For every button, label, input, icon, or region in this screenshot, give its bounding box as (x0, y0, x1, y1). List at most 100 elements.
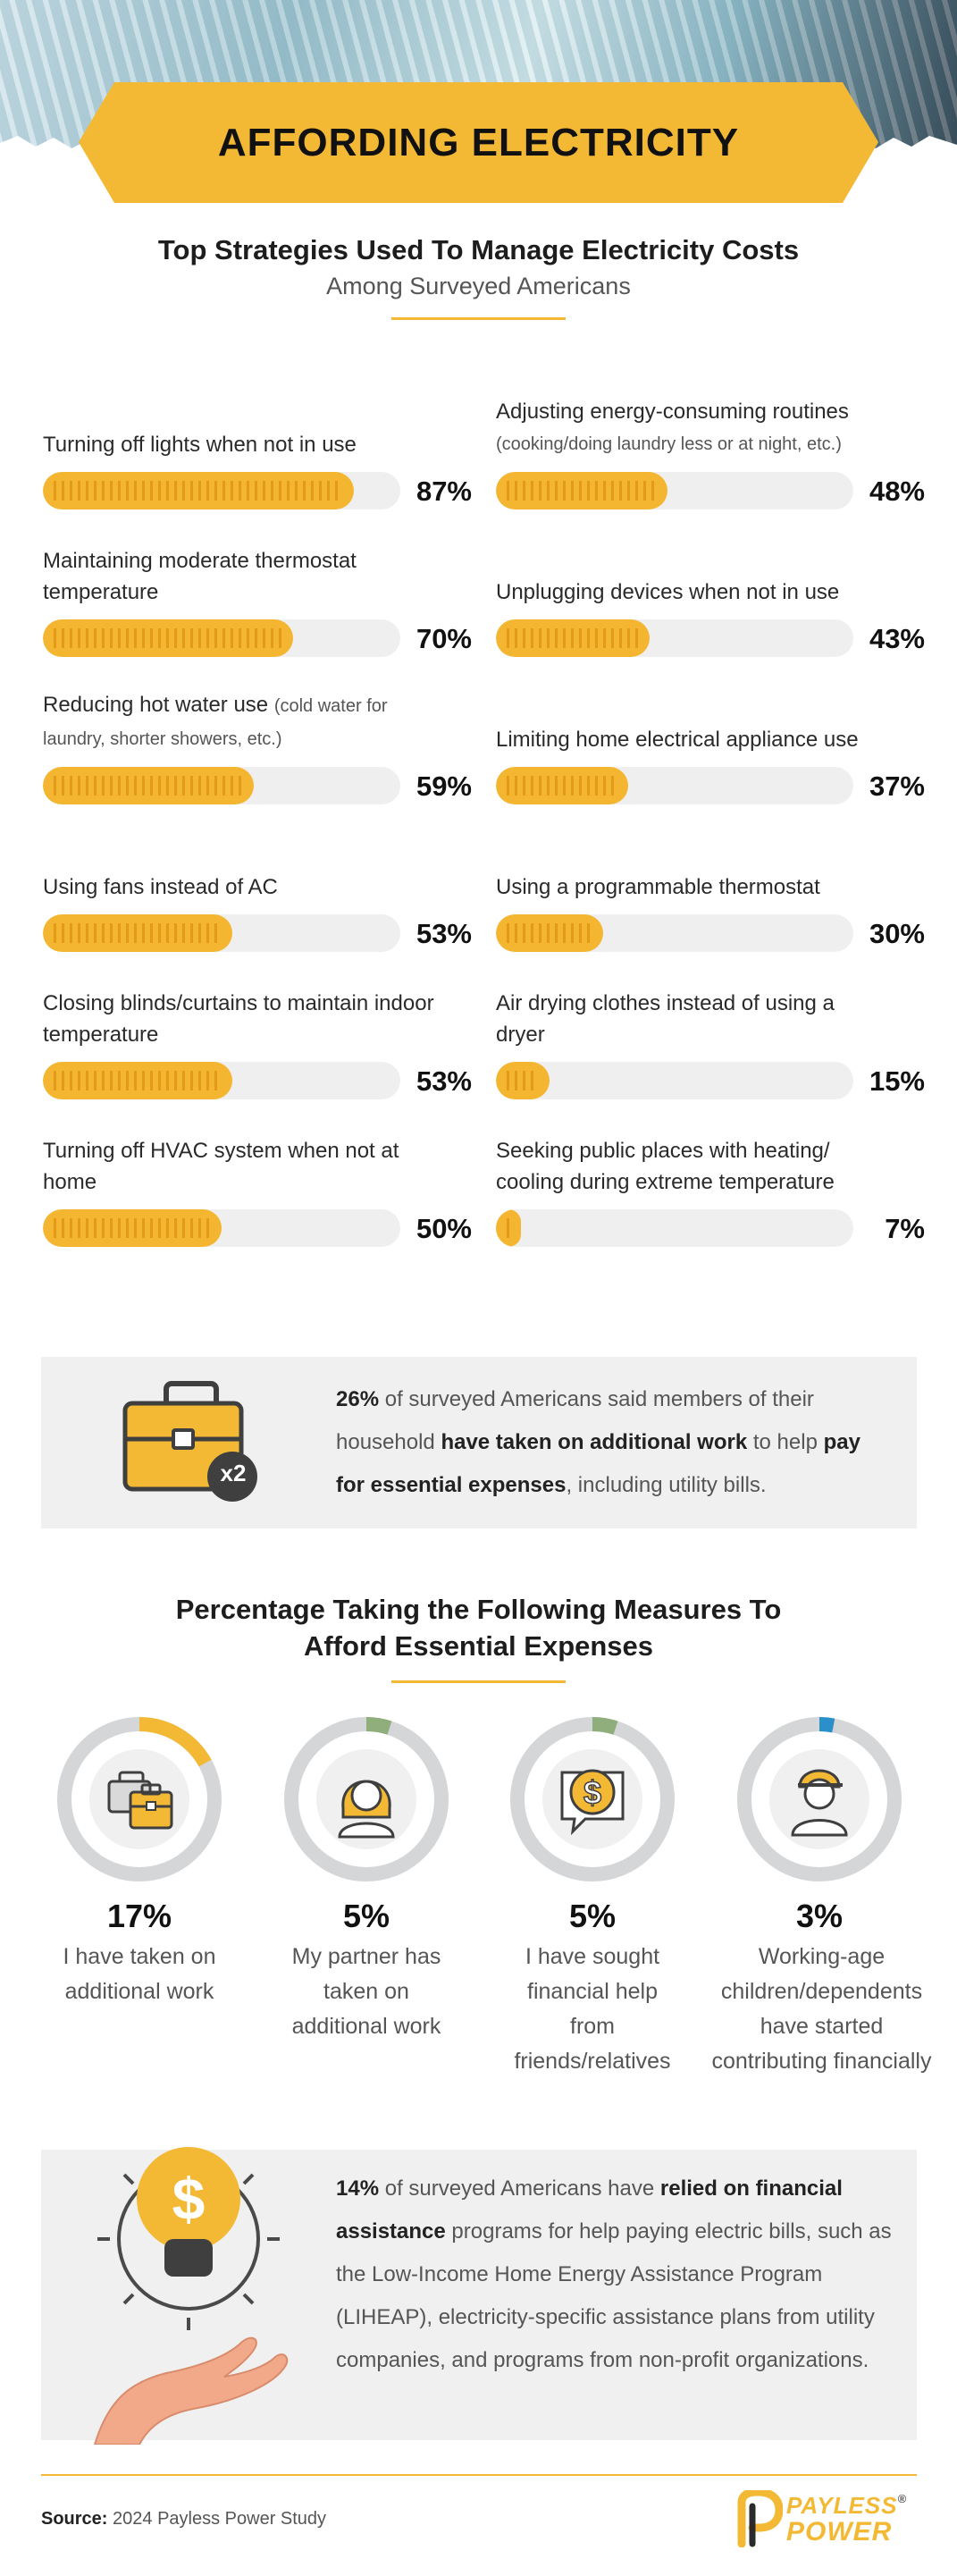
measure-label: Working-age children/dependents have sta… (711, 1944, 932, 2074)
logo-line-1: PAYLESS® (786, 2492, 907, 2520)
donut-value-arc (57, 1717, 222, 1881)
bar-fill (496, 1062, 550, 1099)
gold-divider (391, 317, 566, 320)
strategies-subtitle: Among Surveyed Americans (326, 273, 631, 299)
page-title: AFFORDING ELECTRICITY (217, 120, 740, 164)
bar-fill (43, 472, 354, 509)
bar-track (496, 914, 853, 952)
bar-label: Closing blinds/curtains to maintain indo… (43, 988, 436, 1050)
woman-avatar-icon (338, 1780, 395, 1839)
source-label: Source: (41, 2509, 108, 2529)
strategies-title: Top Strategies Used To Manage Electricit… (157, 234, 800, 265)
bar-label-text: Maintaining moderate thermostat temperat… (43, 549, 357, 604)
bar-label-text: Closing blinds/curtains to maintain indo… (43, 991, 434, 1047)
callout-work-text-1: of surveyed Americans said members of th… (336, 1387, 814, 1454)
bar-track (496, 1209, 853, 1247)
bar-value: 7% (885, 1213, 925, 1244)
bar-fill (43, 1062, 232, 1099)
bar-item: Unplugging devices when not in use 43% (496, 514, 925, 657)
bar-item: Limiting home electrical appliance use 37… (496, 661, 925, 804)
bar-label: Using fans instead of AC (43, 871, 436, 903)
bar-value: 87% (416, 476, 472, 507)
callout-work-bold-2: pay for essential expenses (336, 1430, 860, 1497)
measure-percent: 5% (568, 1898, 617, 1934)
bar-label: Turning off lights when not in use (43, 429, 436, 460)
bar-label-text: Air drying clothes instead of using a dr… (496, 991, 835, 1047)
bar-label: Air drying clothes instead of using a dr… (496, 988, 889, 1050)
callout-work-stat: 26% (336, 1387, 380, 1411)
bar-value: 53% (416, 1065, 472, 1097)
callout-assist-text: 14% of surveyed Americans have relied on… (336, 2168, 894, 2382)
bar-fill (496, 914, 603, 952)
briefcase-icon (107, 1771, 173, 1830)
bar-value: 43% (869, 623, 925, 654)
bar-item: Seeking public places with heating/ cool… (496, 1104, 925, 1247)
footer-divider (41, 2474, 917, 2476)
bar-track (43, 472, 400, 509)
bar-fill (43, 619, 293, 657)
bar-fill (496, 1209, 521, 1247)
callout-assist-stat: 14% (336, 2176, 380, 2201)
measure-label: I have taken on additional work (63, 1944, 216, 2004)
callout-work-text-3: , including utility bills. (566, 1473, 767, 1497)
bar-track (496, 767, 853, 804)
callout-additional-work: x2 26% of surveyed Americans said member… (41, 1357, 917, 1528)
bar-label: Seeking public places with heating/ cool… (496, 1135, 889, 1198)
donut-value-arc (510, 1717, 675, 1881)
bar-value: 50% (416, 1213, 472, 1244)
callout-work-bold-1: have taken on additional work (441, 1430, 748, 1454)
bar-value: 30% (869, 918, 925, 949)
dollar-speech-bubble-icon: $ (560, 1769, 625, 1836)
donut-chart (737, 1717, 902, 1881)
measure-percent: 17% (106, 1898, 172, 1934)
bar-track (43, 619, 400, 657)
bar-label: Adjusting energy-consuming routines (coo… (496, 396, 889, 460)
bar-label-text: Reducing hot water use (43, 693, 269, 717)
bar-value: 70% (416, 623, 472, 654)
bar-fill (496, 619, 650, 657)
bar-fill (496, 472, 667, 509)
bar-label: Limiting home electrical appliance use (496, 724, 889, 755)
bar-fill (43, 767, 254, 804)
logo-line-2: POWER (786, 2517, 893, 2547)
bar-label-text: Seeking public places with heating/ cool… (496, 1139, 835, 1194)
bar-label-text: Limiting home electrical appliance use (496, 728, 859, 752)
bar-label-text: Using a programmable thermostat (496, 875, 820, 899)
bar-label: Turning off HVAC system when not at home (43, 1135, 436, 1198)
donut-value-arc (737, 1717, 902, 1881)
bar-label-text: Using fans instead of AC (43, 875, 278, 899)
donut-chart (57, 1717, 222, 1881)
donut-value-arc (284, 1717, 449, 1881)
bar-item: Maintaining moderate thermostat temperat… (43, 514, 472, 657)
bar-track (43, 1062, 400, 1099)
bar-fill (43, 914, 232, 952)
bar-fill (496, 767, 628, 804)
measures-title-line-1: Percentage Taking the Following Measures… (175, 1594, 782, 1625)
logo-mark-icon (737, 2490, 783, 2547)
bar-value: 37% (869, 770, 925, 802)
bar-item: Adjusting energy-consuming routines (coo… (496, 366, 925, 509)
lightbulb-dollar-hand-icon: $ (93, 2147, 289, 2445)
bar-item: Air drying clothes instead of using a dr… (496, 956, 925, 1099)
bar-value: 15% (869, 1065, 925, 1097)
gold-divider (391, 1680, 566, 1683)
bar-label: Reducing hot water use (cold water for l… (43, 689, 436, 755)
bar-item: Reducing hot water use (cold water for l… (43, 661, 472, 804)
bar-label: Unplugging devices when not in use (496, 577, 889, 608)
donut-chart: $ (510, 1717, 675, 1881)
bar-label-text: Turning off HVAC system when not at home (43, 1139, 399, 1194)
logo-word-1: PAYLESS (786, 2492, 898, 2519)
bar-value: 48% (869, 476, 925, 507)
measure-label: My partner has taken on additional work (291, 1944, 441, 2039)
bar-item: Turning off HVAC system when not at home… (43, 1104, 472, 1247)
bar-item: Using fans instead of AC 53% (43, 809, 472, 952)
callout-assist-text-2: programs for help paying electric bills,… (336, 2219, 892, 2372)
svg-text:$: $ (583, 1774, 601, 1811)
bar-item: Closing blinds/curtains to maintain indo… (43, 956, 472, 1099)
callout-assist-text-1: of surveyed Americans have (379, 2176, 660, 2201)
donut-chart (284, 1717, 449, 1881)
callout-financial-assistance: $ 14% of surveyed Americans have relied … (41, 2147, 917, 2445)
bar-label-text: Turning off lights when not in use (43, 433, 357, 457)
logo-registered-mark: ® (897, 2492, 908, 2505)
bar-label-text: Adjusting energy-consuming routines (496, 400, 849, 424)
